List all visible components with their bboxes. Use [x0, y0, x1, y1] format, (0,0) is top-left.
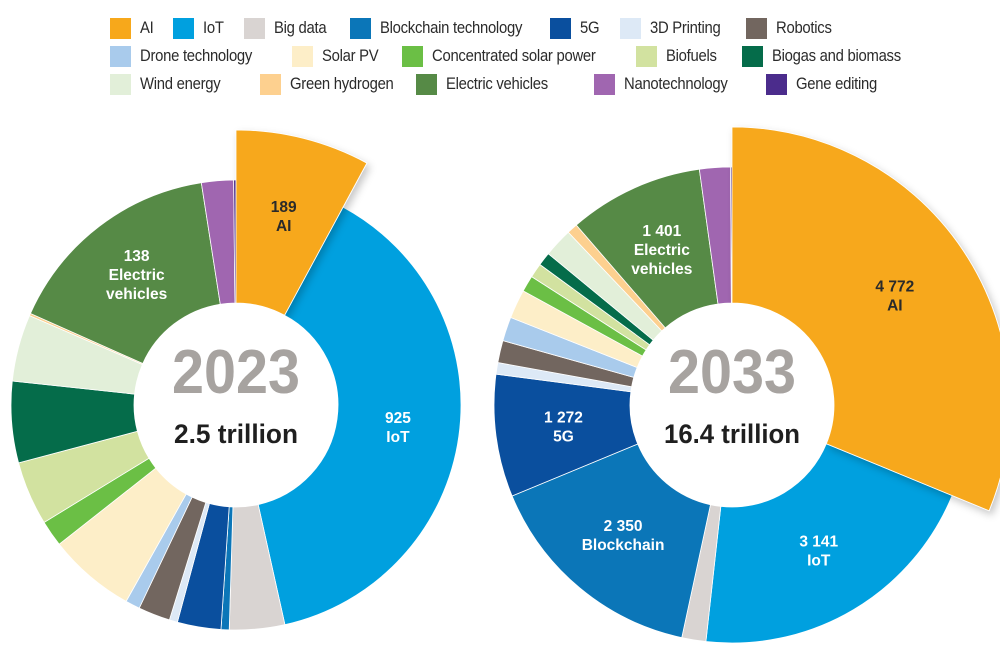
data-label-blockchain-technology: 2 350 Blockchain: [582, 518, 665, 554]
legend-label: 3D Printing: [649, 18, 721, 37]
data-label-iot: 3 141 IoT: [799, 534, 838, 570]
legend-swatch: [402, 45, 423, 67]
legend-swatch: [594, 73, 615, 95]
legend-item-ai: AI: [110, 17, 155, 39]
legend-item-csp: Concentrated solar power: [402, 45, 618, 67]
donut-chart-2033: 2033 16.4 trillion 4 772 AI 3 141 IoT 2 350 Blo…: [493, 126, 1000, 644]
chart-year: 2023: [172, 338, 300, 407]
chart-total: 2.5 trillion: [174, 419, 298, 449]
data-label-value: 925: [385, 410, 411, 427]
legend-label: Electric vehicles: [446, 74, 548, 93]
data-label-name: IoT: [386, 429, 410, 446]
data-label-name: AI: [887, 297, 903, 314]
chart-total: 16.4 trillion: [664, 419, 800, 449]
data-label-name: Blockchain: [582, 537, 665, 554]
legend-swatch: [110, 45, 131, 67]
data-label-5g: 1 272 5G: [544, 410, 583, 446]
legend-swatch: [745, 17, 767, 39]
data-label-ai: 189 AI: [271, 199, 297, 235]
legend-label: Blockchain technology: [380, 18, 523, 37]
data-label-name: 5G: [553, 429, 574, 446]
legend: AI IoT Big data Blockchain technology 5G…: [110, 14, 970, 98]
legend-swatch: [243, 17, 265, 39]
donut-hole: [630, 303, 834, 507]
legend-item-solar-pv: Solar PV: [292, 45, 384, 67]
data-label-electric-vehicles: 1 401 Electric vehicles: [631, 223, 692, 278]
legend-label: Concentrated solar power: [432, 46, 596, 65]
legend-swatch: [110, 73, 131, 95]
data-label-name: vehicles: [106, 286, 167, 303]
legend-item-robotics: Robotics: [745, 17, 838, 39]
data-label-value: 2 350: [604, 518, 643, 535]
legend-item-5g: 5G: [550, 17, 601, 39]
legend-label: Green hydrogen: [290, 74, 394, 93]
data-label-electric-vehicles: 138 Electric vehicles: [106, 248, 167, 303]
legend-row: AI IoT Big data Blockchain technology 5G…: [110, 14, 970, 42]
legend-label: Biofuels: [666, 46, 717, 65]
legend-swatch: [110, 17, 131, 39]
legend-swatch: [416, 73, 437, 95]
legend-item-drone: Drone technology: [110, 45, 274, 67]
legend-item-green-hydrogen: Green hydrogen: [260, 73, 398, 95]
data-label-iot: 925 IoT: [385, 410, 411, 446]
legend-label: Robotics: [775, 18, 832, 37]
donut-hole: [134, 303, 338, 507]
legend-row: Drone technology Solar PV Concentrated s…: [110, 42, 970, 70]
legend-item-wind: Wind energy: [110, 73, 242, 95]
data-label-value: 1 401: [642, 223, 681, 240]
legend-swatch: [260, 73, 281, 95]
legend-swatch: [619, 17, 641, 39]
donut-chart-2023: 2023 2.5 trillion 189 AI 925 IoT 138 Electric ve…: [10, 129, 462, 631]
legend-label: Big data: [273, 18, 327, 37]
data-label-name: Electric: [634, 242, 690, 259]
data-label-name: vehicles: [631, 261, 692, 278]
data-label-name: AI: [276, 218, 292, 235]
legend-label: Wind energy: [140, 74, 221, 93]
legend-label: 5G: [580, 18, 600, 37]
legend-label: Biogas and biomass: [772, 46, 901, 65]
data-label-value: 4 772: [875, 278, 914, 295]
legend-item-ev: Electric vehicles: [416, 73, 576, 95]
legend-swatch: [292, 45, 313, 67]
legend-item-biofuels: Biofuels: [636, 45, 724, 67]
legend-item-biogas: Biogas and biomass: [742, 45, 915, 67]
legend-label: Drone technology: [140, 46, 253, 65]
legend-swatch: [550, 17, 572, 39]
slice-blockchain-technology: [511, 443, 711, 639]
legend-item-blockchain: Blockchain technology: [350, 17, 550, 39]
legend-swatch: [766, 73, 787, 95]
legend-label: Gene editing: [796, 74, 877, 93]
legend-swatch: [636, 45, 657, 67]
legend-item-nanotech: Nanotechnology: [594, 73, 748, 95]
data-label-value: 189: [271, 199, 297, 216]
legend-item-iot: IoT: [173, 17, 226, 39]
legend-item-gene-editing: Gene editing: [766, 73, 886, 95]
legend-swatch: [350, 17, 372, 39]
data-label-name: Electric: [109, 267, 165, 284]
legend-label: AI: [140, 18, 154, 37]
data-label-value: 3 141: [799, 534, 838, 551]
data-label-value: 1 272: [544, 410, 583, 427]
data-label-name: IoT: [807, 553, 831, 570]
legend-item-3d-printing: 3D Printing: [619, 17, 728, 39]
legend-swatch: [173, 17, 194, 39]
legend-row: Wind energy Green hydrogen Electric vehi…: [110, 70, 970, 98]
legend-label: Solar PV: [322, 46, 379, 65]
data-label-value: 138: [124, 248, 150, 265]
legend-label: Nanotechnology: [624, 74, 728, 93]
data-label-ai: 4 772 AI: [875, 278, 914, 314]
legend-label: IoT: [203, 18, 224, 37]
chart-year: 2033: [668, 338, 796, 407]
legend-swatch: [742, 45, 763, 67]
legend-item-big-data: Big data: [243, 17, 332, 39]
